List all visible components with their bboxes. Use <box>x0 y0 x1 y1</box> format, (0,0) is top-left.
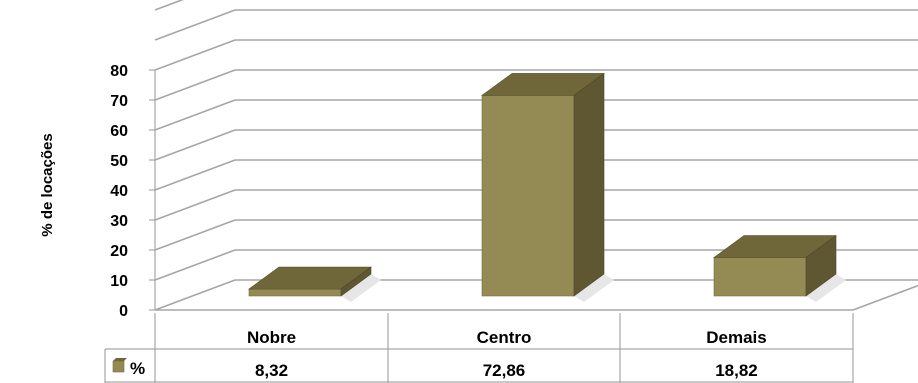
side-gridline <box>154 279 236 311</box>
bar-side <box>340 266 372 297</box>
y-tick-label: 40 <box>110 183 128 200</box>
floor-edge <box>852 284 918 311</box>
y-axis-title: % de locações <box>39 133 56 236</box>
value-label: 8,32 <box>255 361 288 380</box>
bar-shadow <box>574 274 614 302</box>
y-tick-label: 60 <box>110 123 128 140</box>
legend-swatch-top <box>113 358 127 361</box>
bar-shadow <box>341 274 381 302</box>
side-gridline <box>154 69 236 101</box>
side-gridline <box>154 189 236 221</box>
side-gridline <box>154 159 236 191</box>
bar-front <box>481 95 575 297</box>
bar-front <box>713 257 807 297</box>
y-tick-label: 50 <box>110 153 128 170</box>
value-label: 72,86 <box>483 361 526 380</box>
legend-series-name: % <box>130 359 145 378</box>
side-gridline <box>154 9 236 41</box>
y-tick-label: 80 <box>110 63 128 80</box>
legend-swatch <box>112 360 125 373</box>
side-gridline <box>154 0 184 11</box>
data-table: Nobre 8,32 Centro 72,86 Demais 18,82% <box>104 313 854 383</box>
side-gridline <box>154 99 236 131</box>
y-tick-label: 30 <box>110 213 128 230</box>
side-gridline <box>154 249 236 281</box>
y-tick-label: 10 <box>110 273 128 290</box>
bar-nobre <box>248 266 381 302</box>
bar-centro <box>481 72 614 302</box>
bar-demais <box>713 234 846 302</box>
y-tick-label: 0 <box>119 303 128 320</box>
bar-front <box>248 288 342 297</box>
side-gridline <box>154 39 236 71</box>
value-label: 18,82 <box>715 361 758 380</box>
side-gridline <box>154 219 236 251</box>
y-axis: 0 10 20 30 40 50 60 70 80 <box>110 63 156 320</box>
side-gridline <box>154 129 236 161</box>
y-tick-label: 70 <box>110 93 128 110</box>
category-label: Nobre <box>247 328 296 347</box>
bar-side <box>805 234 837 297</box>
bars <box>248 72 846 302</box>
category-label: Centro <box>477 328 532 347</box>
y-tick-label: 20 <box>110 243 128 260</box>
bar-shadow <box>806 274 846 302</box>
category-label: Demais <box>706 328 766 347</box>
bar-side <box>573 72 605 297</box>
